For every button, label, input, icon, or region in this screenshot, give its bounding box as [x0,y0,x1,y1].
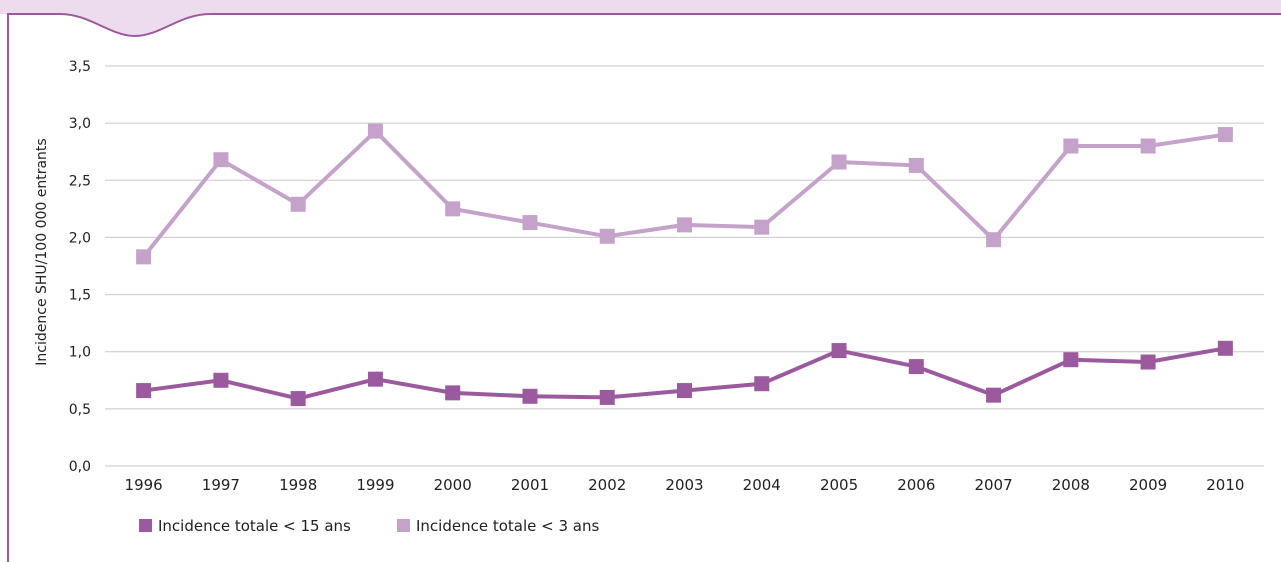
data-point-under3 [677,217,692,233]
x-tick-label: 2001 [511,476,549,494]
data-point-under15 [522,388,538,404]
data-point-under15 [290,391,306,407]
data-point-under15 [136,383,152,399]
y-tick-labels: 0,0 0,5 1,0 1,5 2,0 2,5 3,0 3,5 [69,59,91,475]
x-tick-label: 1998 [279,476,317,494]
legend-item-under3: Incidence totale < 3 ans [397,517,599,535]
data-point-under3 [908,157,924,173]
x-tick-label: 2007 [974,476,1012,494]
y-tick-label: 3,5 [69,59,91,75]
data-point-under15 [1217,340,1233,356]
data-point-under3 [522,215,538,231]
legend-item-under15: Incidence totale < 15 ans [139,517,351,535]
y-tick-label: 1,0 [69,345,91,361]
y-axis-title: Incidence SHU/100 000 entrants [34,138,50,365]
legend-label-under15: Incidence totale < 15 ans [158,517,351,535]
data-point-under3 [445,201,461,217]
x-tick-label: 1999 [356,476,394,494]
data-point-under15 [599,389,615,405]
x-tick-label: 2004 [743,476,781,494]
data-point-under15 [908,359,924,375]
data-point-under3 [599,228,615,244]
data-point-under3 [290,196,306,212]
y-tick-label: 0,0 [69,459,91,475]
x-tick-label: 2006 [897,476,935,494]
data-point-under3 [1063,138,1079,154]
y-tick-label: 2,5 [69,173,91,189]
data-point-under15 [1063,352,1079,368]
data-point-under3 [367,123,383,139]
series-layer [136,123,1233,407]
data-point-under15 [986,387,1002,403]
data-point-under3 [986,232,1002,248]
data-point-under3 [136,249,152,265]
series-line-under3 [142,129,1226,259]
y-tick-label: 0,5 [69,402,91,418]
x-tick-label: 2000 [434,476,472,494]
data-point-under15 [1140,354,1156,370]
data-point-under15 [445,385,461,401]
x-tick-label: 2008 [1052,476,1090,494]
x-tick-label: 1997 [202,476,240,494]
x-tick-label: 2003 [665,476,703,494]
y-tick-label: 2,0 [69,230,91,246]
data-point-under15 [831,343,847,359]
frame-border [7,13,1281,562]
legend-label-under3: Incidence totale < 3 ans [416,517,599,535]
data-point-under15 [677,383,692,399]
series-under3 [136,123,1233,265]
data-point-under3 [213,152,229,168]
frame-tab-fill [0,0,1281,36]
series-under15 [136,340,1233,407]
legend-swatch-under15 [139,519,152,532]
y-tick-label: 1,5 [69,288,91,304]
data-point-under15 [213,372,229,388]
legend-swatch-under3 [397,519,410,532]
data-point-under3 [754,219,770,235]
data-point-under3 [1140,138,1156,154]
x-tick-label: 2005 [820,476,858,494]
data-point-under3 [831,154,847,170]
x-tick-label: 1996 [125,476,163,494]
data-point-under3 [1217,127,1233,143]
x-tick-label: 2009 [1129,476,1167,494]
x-tick-label: 2010 [1206,476,1244,494]
x-tick-label: 2002 [588,476,626,494]
y-tick-label: 3,0 [69,116,91,132]
data-point-under15 [367,371,383,387]
data-point-under15 [754,376,770,392]
legend: Incidence totale < 15 ans Incidence tota… [139,517,599,535]
x-tick-labels: 1996 1997 1998 1999 2000 2001 2002 2003 2004 2005… [125,476,1245,494]
gridlines [105,65,1264,467]
